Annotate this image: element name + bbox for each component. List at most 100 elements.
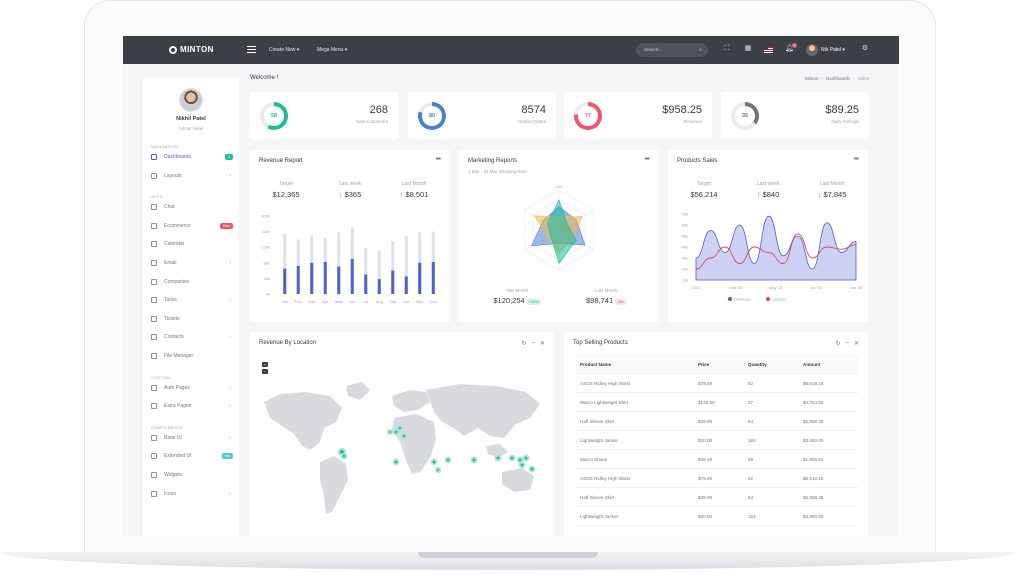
table-row[interactable]: Half Sleeve Shirt $39.99 64 $2,559.36 <box>576 488 858 507</box>
bar-value[interactable] <box>391 270 395 294</box>
sidebar-item-dashboards[interactable]: Dashboards 3 <box>151 152 233 162</box>
minimize-icon[interactable]: – <box>531 340 535 346</box>
bell-icon[interactable]: 🔔︎ <box>785 45 794 52</box>
marker[interactable] <box>400 432 408 440</box>
sidebar-item-extended-ui[interactable]: Extended UI Hot <box>151 451 233 461</box>
bar-value[interactable] <box>377 279 381 294</box>
bar-value[interactable] <box>323 262 327 294</box>
table-row[interactable]: Marco Shoes $28.49 69 $1,965.81 <box>576 450 858 469</box>
bar-background[interactable] <box>391 241 395 294</box>
table-row[interactable]: Lightweight Jacket $20.00 184 $3,680.00 <box>576 431 858 450</box>
sidebar-item-widgets[interactable]: Widgets <box>151 470 233 480</box>
apps-grid-icon[interactable]: ▦ <box>744 45 752 52</box>
marker[interactable] <box>430 458 438 466</box>
bar-background[interactable] <box>364 247 368 294</box>
fullscreen-icon[interactable]: ⛶ <box>724 45 730 52</box>
refresh-icon[interactable]: ↻ <box>835 341 841 347</box>
close-icon[interactable]: ✕ <box>853 341 859 347</box>
sidebar-item-base-ui[interactable]: Base UI › <box>151 433 233 443</box>
zoom-out-button[interactable]: − <box>262 369 268 374</box>
last-month-label: Last Month <box>594 288 618 293</box>
sidebar-item-tickets[interactable]: Tickets <box>151 314 233 324</box>
sidebar-item-icons[interactable]: Icons › <box>151 489 233 499</box>
bar-background[interactable] <box>283 233 287 294</box>
create-new-menu[interactable]: Create New ▾ <box>269 47 300 53</box>
marker[interactable] <box>340 452 348 460</box>
bar-value[interactable] <box>310 262 314 294</box>
table-row[interactable]: ASOS Ridley High Waist $79.49 82 $6,518.18 <box>576 374 858 393</box>
column-header-price[interactable]: Price <box>698 362 710 367</box>
more-options-icon[interactable]: ••• <box>644 156 650 163</box>
zoom-in-button[interactable]: + <box>262 362 268 367</box>
refresh-icon[interactable]: ↻ <box>521 341 527 347</box>
chevron-right-icon: › <box>229 434 231 441</box>
bar-background[interactable] <box>377 250 381 294</box>
sidebar-item-ecommerce[interactable]: Ecommerce New <box>151 221 233 231</box>
sidebar-item-calendar[interactable]: Calendar <box>151 239 233 249</box>
menu-icon[interactable] <box>247 46 256 53</box>
bar-value[interactable] <box>418 262 422 294</box>
marker[interactable] <box>494 454 502 462</box>
sidebar-item-auth-pages[interactable]: Auth Pages › <box>151 383 233 393</box>
logo[interactable]: MINTON <box>169 45 214 54</box>
sidebar-item-chat[interactable]: Chat <box>151 202 233 212</box>
profile-name[interactable]: Nikhil Patel <box>176 116 206 122</box>
user-menu[interactable]: Nik Patel ▾ <box>821 47 845 53</box>
more-options-icon[interactable]: ••• <box>853 156 859 163</box>
legend-label[interactable]: Desktops <box>734 297 751 302</box>
sidebar-item-contacts[interactable]: Contacts › <box>151 332 233 342</box>
profile-avatar[interactable] <box>179 88 203 112</box>
table-row[interactable]: Half Sleeve Shirt $39.99 64 $2,559.36 <box>576 412 858 431</box>
bar-background[interactable] <box>337 231 341 294</box>
avatar[interactable] <box>806 44 818 56</box>
search-icon[interactable]: ⌕ <box>699 47 702 53</box>
sidebar-item-email[interactable]: Email › <box>151 258 233 268</box>
marker[interactable] <box>522 454 530 462</box>
sidebar-item-companies[interactable]: Companies <box>151 277 233 287</box>
radar-series[interactable] <box>547 199 577 264</box>
sidebar-item-file-manager[interactable]: File Manager <box>151 351 233 361</box>
table-row[interactable]: ASOS Ridley High Waist $79.49 82 $6,518.18 <box>576 469 858 488</box>
marker[interactable] <box>387 429 393 435</box>
marker[interactable] <box>435 467 441 473</box>
marker[interactable] <box>444 456 452 464</box>
table-cell: $20.00 <box>698 514 713 519</box>
bar-background[interactable] <box>404 236 408 294</box>
sidebar-item-tasks[interactable]: Tasks › <box>151 295 233 305</box>
sidebar-item-label: Tickets <box>164 315 180 322</box>
marker[interactable] <box>508 454 516 462</box>
breadcrumb-dashboards[interactable]: Dashboards <box>825 76 851 81</box>
table-row[interactable]: Marco Lightweight Shirt $128.50 37 $4,754.5… <box>576 393 858 412</box>
table-row[interactable]: Lightweight Jacket $20.00 184 $3,680.00 <box>576 507 858 526</box>
us-flag-icon[interactable] <box>764 47 773 53</box>
bar-value[interactable] <box>283 268 287 294</box>
bar-value[interactable] <box>404 276 408 294</box>
bar-value[interactable] <box>296 265 300 294</box>
legend-label[interactable]: Laptops <box>772 297 786 302</box>
more-options-icon[interactable]: ••• <box>435 156 441 163</box>
desktops-area[interactable] <box>695 215 857 281</box>
column-header-product[interactable]: Product Name <box>580 362 612 367</box>
breadcrumb-minton[interactable]: Minton <box>804 76 819 81</box>
close-icon[interactable]: ✕ <box>539 341 545 347</box>
bar-value[interactable] <box>350 258 354 294</box>
marker[interactable] <box>396 424 404 432</box>
sidebar-item-extra-pages[interactable]: Extra Pages › <box>151 401 233 411</box>
marker[interactable] <box>392 428 400 436</box>
x-tick-label: Feb <box>295 299 303 304</box>
bar-value[interactable] <box>364 274 368 295</box>
marker[interactable] <box>518 461 526 469</box>
marker[interactable] <box>528 465 536 473</box>
column-header-amount[interactable]: Amount <box>803 362 821 367</box>
laptops-line[interactable] <box>695 233 857 270</box>
column-header-quantity[interactable]: Quantity <box>748 362 767 367</box>
search-input[interactable]: Search... ⌕ <box>636 43 708 57</box>
mega-menu[interactable]: Mega Menu ▾ <box>317 47 348 53</box>
marker[interactable] <box>470 456 478 464</box>
sidebar-item-layouts[interactable]: Layouts › <box>151 171 233 181</box>
marker[interactable] <box>392 458 400 466</box>
bar-value[interactable] <box>337 266 341 294</box>
minimize-icon[interactable]: – <box>845 340 849 346</box>
gear-icon[interactable]: ⚙ <box>861 45 869 52</box>
bar-value[interactable] <box>431 262 435 294</box>
